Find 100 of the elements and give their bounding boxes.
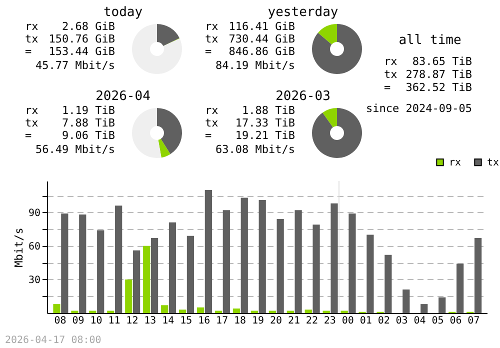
text: = [25, 45, 32, 58]
bar [456, 264, 464, 313]
x-tick-label: 02 [378, 316, 390, 326]
chart-title: 2026-03 [276, 89, 330, 104]
text: = [205, 129, 212, 142]
x-tick-label: 22 [306, 316, 318, 326]
bar [179, 310, 186, 313]
donut-slice [158, 138, 170, 158]
x-tick-label: 07 [468, 316, 480, 326]
donut-slice [312, 24, 362, 74]
bar [294, 210, 302, 313]
bar [258, 200, 266, 313]
text: since 2024-09-05 [366, 102, 472, 115]
bar [330, 203, 338, 313]
x-tick-label: 10 [90, 316, 102, 326]
text: all time [398, 33, 462, 48]
chart-title: yesterday [268, 5, 338, 20]
x-tick-label: 03 [396, 316, 408, 326]
bar [61, 213, 68, 313]
x-tick-label: 12 [126, 316, 138, 326]
text: = [384, 81, 391, 94]
x-tick-label: 15 [180, 316, 192, 326]
x-tick-label: 04 [414, 316, 426, 326]
text: 2.68 GiB [62, 20, 116, 33]
text: tx [25, 116, 39, 130]
x-tick-label: 11 [108, 316, 120, 326]
x-tick-label: 08 [54, 316, 66, 326]
text: 1.19 TiB [62, 104, 116, 117]
x-tick-label: 23 [324, 316, 336, 326]
bar [125, 279, 132, 313]
text: tx [384, 68, 398, 81]
text: 153.44 GiB [48, 45, 116, 58]
text: 7.88 TiB [62, 116, 116, 130]
text: 2026-04-17 08:00 [5, 335, 102, 346]
donut-slice [157, 108, 182, 154]
text: 84.19 Mbit/s [216, 59, 295, 72]
text: 362.52 TiB [406, 81, 472, 94]
text: 1.88 TiB [242, 104, 296, 117]
bar [196, 307, 204, 313]
text: 9.06 TiB [62, 129, 116, 142]
bar [366, 234, 374, 313]
x-tick-label: 05 [432, 316, 444, 326]
donut-slice [318, 24, 337, 44]
y-axis-title: Mbit/s [12, 228, 26, 268]
x-tick-label: 09 [72, 316, 84, 326]
y-tick-label: 60 [28, 241, 40, 252]
bar [276, 219, 284, 313]
x-tick-label: 20 [270, 316, 282, 326]
text: 83.65 TiB [412, 55, 472, 68]
text: 116.41 GiB [228, 20, 296, 33]
chart-title: 2026-04 [96, 89, 151, 104]
bar [240, 198, 248, 313]
y-tick-label: 90 [28, 208, 40, 219]
bar [384, 254, 392, 313]
bar [232, 308, 240, 313]
x-tick-label: 19 [252, 316, 264, 326]
donut-slice [163, 38, 180, 46]
bar [420, 304, 428, 313]
text: 17.33 TiB [235, 116, 296, 130]
text: 56.49 Mbit/s [36, 143, 115, 156]
bar [161, 305, 168, 313]
y-tick-label: 30 [28, 274, 40, 286]
donut-slice [322, 108, 337, 128]
donut-slice [157, 24, 180, 46]
text: rx [25, 104, 39, 117]
bar [186, 236, 194, 313]
text: = [205, 45, 212, 58]
bar [168, 222, 176, 313]
chart-title: today [103, 5, 143, 20]
x-tick-label: 17 [216, 316, 228, 326]
x-tick-label: 13 [144, 316, 156, 326]
bar [132, 250, 140, 313]
text: rx [205, 20, 219, 33]
bar [348, 213, 356, 313]
text: rx [25, 20, 39, 33]
text: rx [205, 104, 219, 117]
bar [150, 238, 158, 313]
bar [304, 310, 312, 313]
x-tick-label: 06 [450, 316, 462, 326]
legend-label: rx [449, 157, 462, 168]
x-tick-label: 14 [162, 316, 174, 326]
bar [204, 190, 212, 313]
bar [79, 214, 86, 313]
text: 19.21 TiB [235, 129, 296, 142]
bar [474, 238, 482, 313]
bar [312, 224, 320, 313]
x-tick-label: 18 [234, 316, 246, 326]
bar [97, 230, 104, 313]
text: 63.08 Mbit/s [216, 143, 295, 156]
text: rx [384, 55, 398, 68]
text: 846.86 GiB [228, 45, 296, 58]
text: 278.87 TiB [406, 68, 472, 81]
legend-label: tx [487, 157, 500, 168]
text: tx [205, 116, 219, 130]
text: tx [25, 32, 39, 46]
x-tick-label: 00 [342, 316, 354, 326]
bar [222, 210, 230, 313]
bar [438, 297, 446, 313]
donut-slice [312, 108, 362, 158]
bar [53, 304, 60, 313]
